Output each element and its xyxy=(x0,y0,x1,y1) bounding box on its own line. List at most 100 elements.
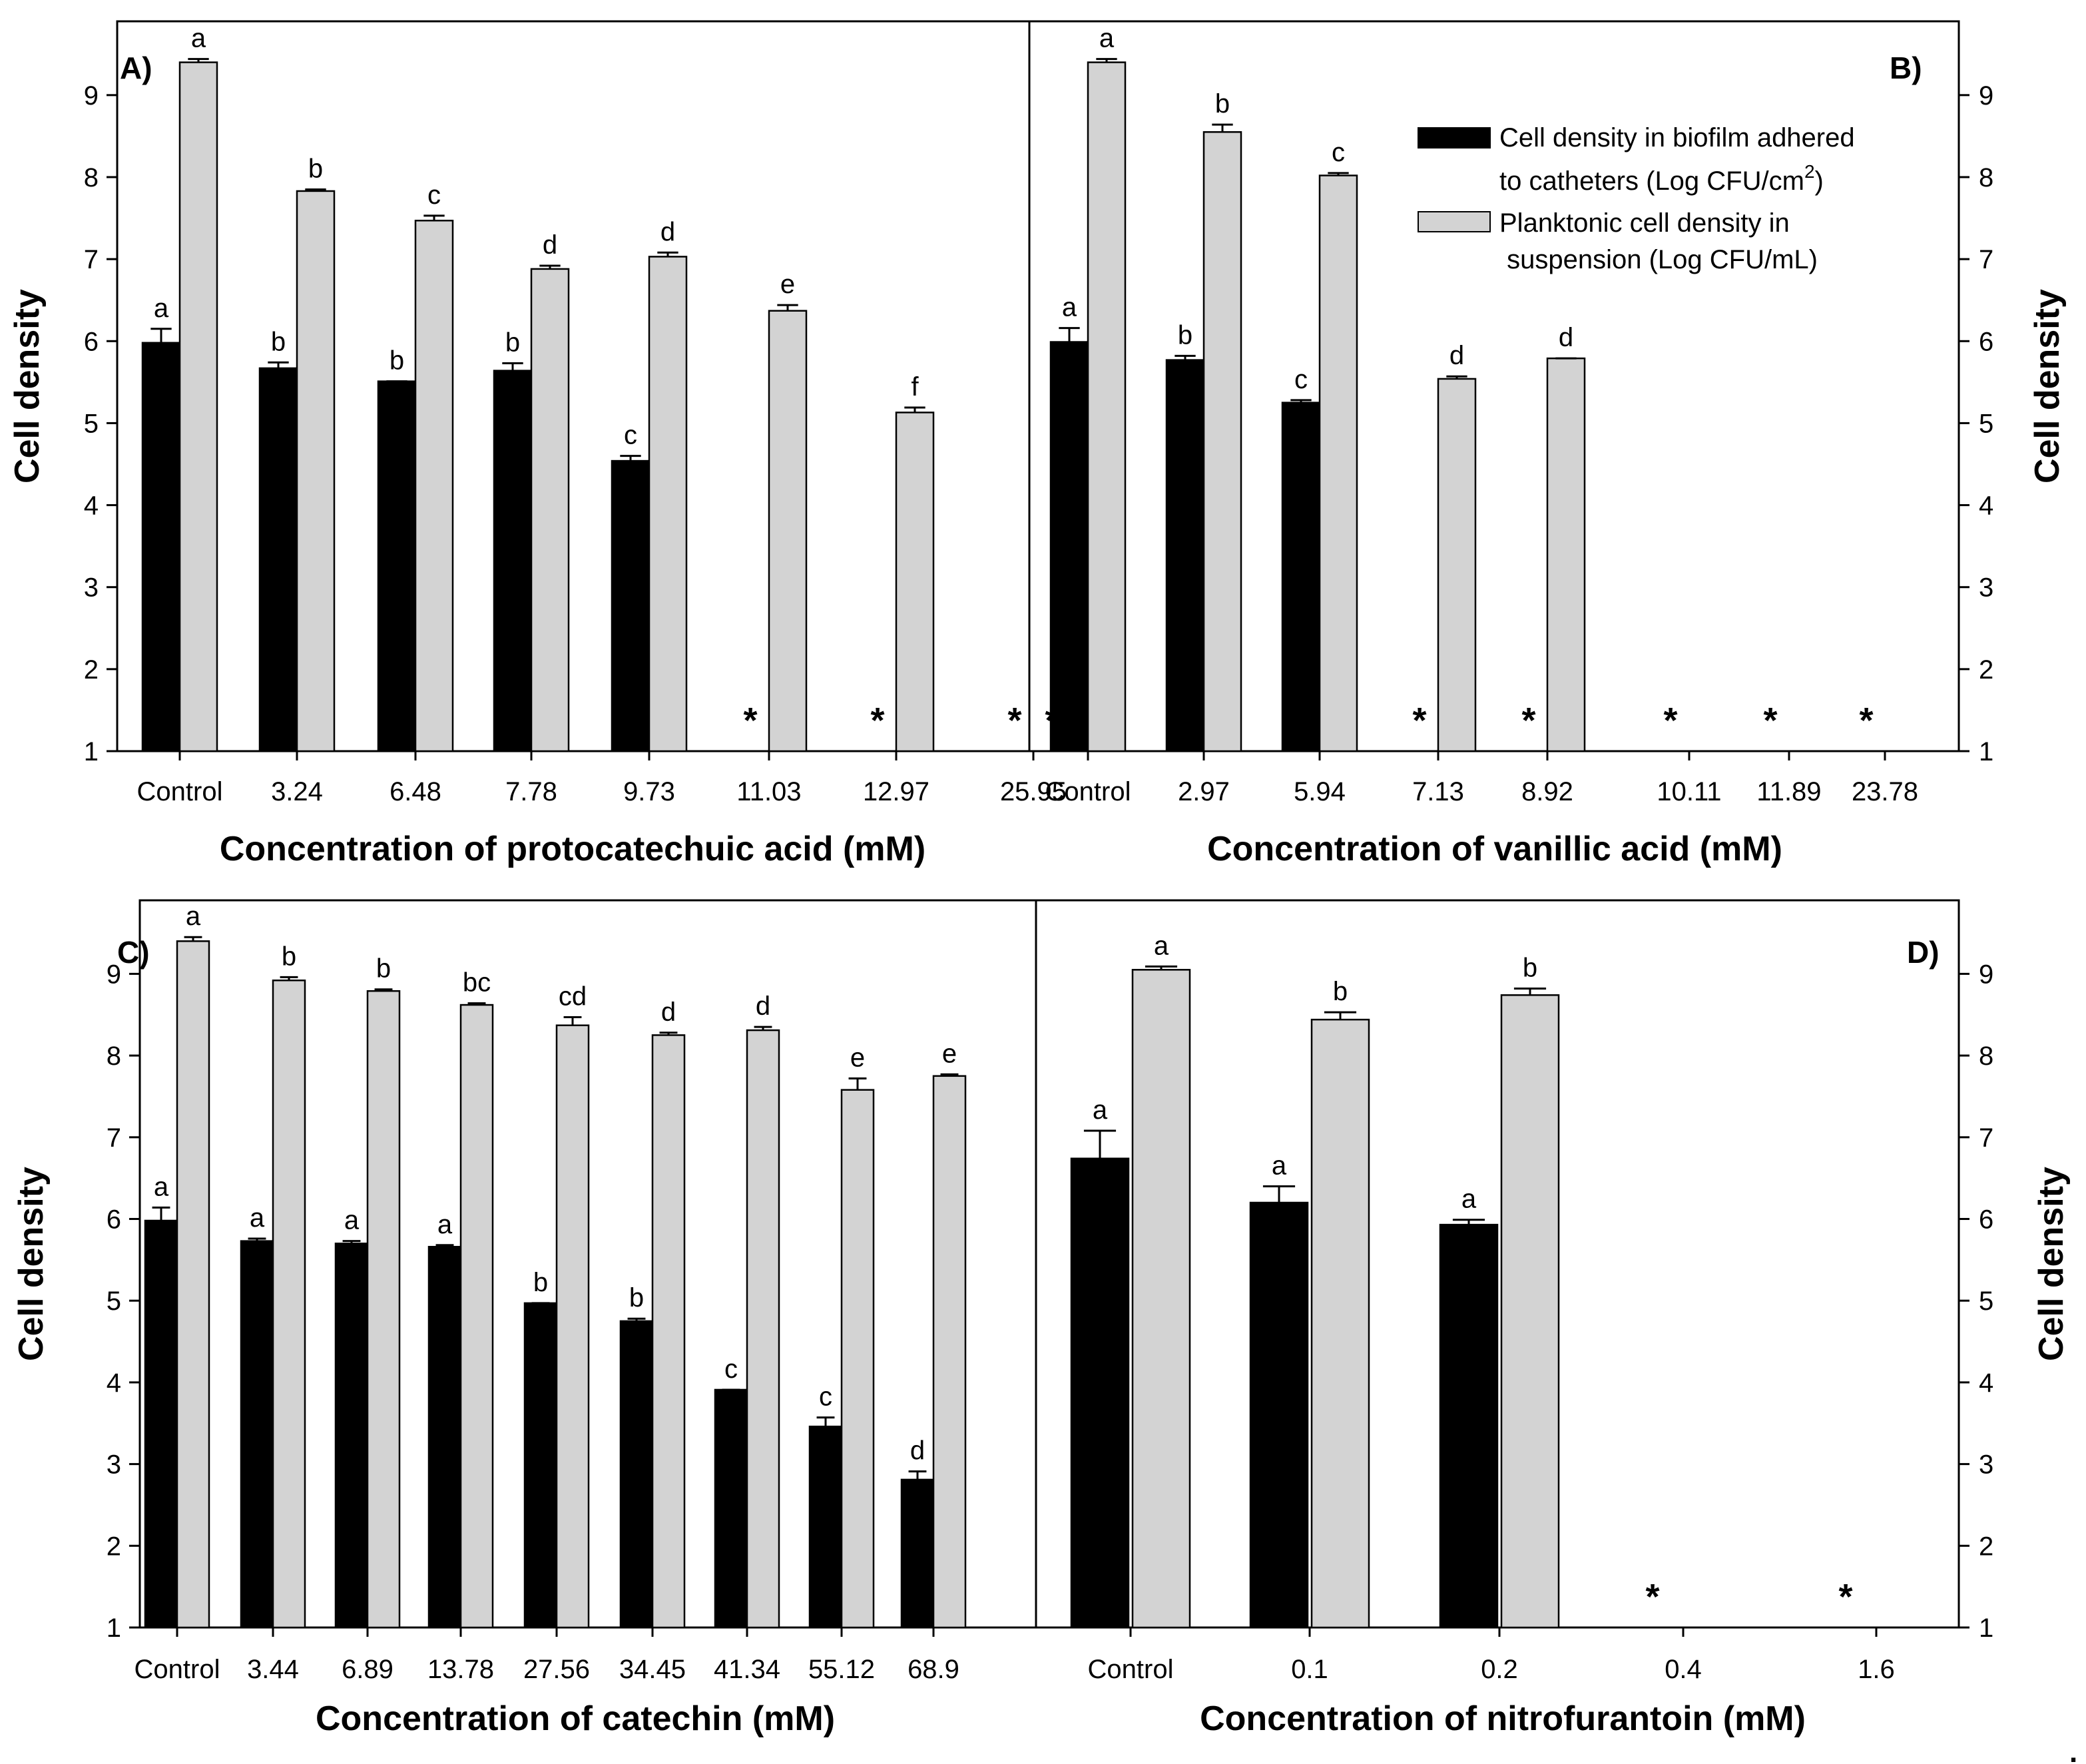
significance-letter: b xyxy=(1523,954,1537,983)
significance-letter: a xyxy=(1461,1185,1477,1214)
y-tick-label: 2 xyxy=(1979,1532,1993,1561)
y-tick-label: 1 xyxy=(84,737,99,766)
significance-letter: b xyxy=(1215,89,1230,119)
bar-biofilm xyxy=(1249,1201,1309,1629)
bar-planktonic xyxy=(1437,378,1477,752)
plot-frame xyxy=(1028,20,1960,752)
no-growth-star: * xyxy=(1838,1577,1852,1617)
bar-planktonic xyxy=(895,412,935,752)
bar-biofilm xyxy=(493,370,533,752)
bar-biofilm xyxy=(1049,341,1089,752)
significance-letter: c xyxy=(1294,365,1308,394)
bar-biofilm xyxy=(334,1243,369,1629)
significance-letter: d xyxy=(1559,323,1573,352)
legend-planktonic-line1: Planktonic cell density in xyxy=(1499,208,1790,238)
trailing-mark: . xyxy=(2069,1736,2077,1764)
significance-letter: a xyxy=(154,1172,169,1201)
y-tick-label: 1 xyxy=(1979,1614,1993,1643)
y-axis-title: Cell density xyxy=(2028,289,2067,483)
y-axis-title: Cell density xyxy=(2032,1167,2071,1361)
bar-biofilm xyxy=(619,1320,654,1629)
bar-biofilm xyxy=(1070,1157,1130,1629)
no-growth-star: * xyxy=(1521,701,1535,740)
significance-letter: e xyxy=(942,1039,957,1068)
significance-letter: a xyxy=(1099,24,1115,53)
bar-biofilm xyxy=(611,459,651,752)
y-tick-label: 7 xyxy=(84,245,99,274)
x-category-label: 9.73 xyxy=(623,777,675,806)
bar-planktonic xyxy=(746,1029,780,1629)
bar-planktonic xyxy=(651,1034,686,1629)
y-tick-label: 4 xyxy=(107,1368,121,1398)
x-category-label: 10.11 xyxy=(1657,777,1721,806)
bar-planktonic xyxy=(176,940,210,1629)
legend-biofilm-line2-suffix: ) xyxy=(1815,166,1824,196)
no-growth-star: * xyxy=(1763,701,1777,740)
y-tick-label: 8 xyxy=(1979,1041,1993,1071)
y-tick-label: 8 xyxy=(84,163,99,192)
significance-letter: bc xyxy=(463,968,491,998)
y-tick-label: 9 xyxy=(1979,960,1993,989)
bar-planktonic xyxy=(459,1004,494,1629)
significance-letter: b xyxy=(533,1268,548,1297)
x-category-label: 6.48 xyxy=(390,777,441,806)
y-tick-label: 6 xyxy=(1979,1205,1993,1235)
x-category-label: 3.24 xyxy=(271,777,323,806)
significance-letter: d xyxy=(756,992,770,1021)
significance-letter: d xyxy=(1449,341,1464,370)
x-axis-title: Concentration of catechin (mM) xyxy=(316,1699,835,1738)
bar-planktonic xyxy=(1318,174,1358,752)
panel-label: C) xyxy=(117,935,150,970)
y-tick-label: 2 xyxy=(84,655,99,685)
y-tick-label: 3 xyxy=(1979,1450,1993,1480)
x-category-label: 68.9 xyxy=(908,1655,959,1684)
legend-biofilm-line2: to catheters (Log CFU/cm2) xyxy=(1499,161,1824,196)
bar-biofilm xyxy=(808,1425,843,1629)
significance-letter: c xyxy=(427,180,441,210)
bar-planktonic xyxy=(1310,1018,1370,1629)
x-category-label: 2.97 xyxy=(1178,777,1230,806)
y-tick-label: 2 xyxy=(107,1532,121,1561)
bar-planktonic xyxy=(1202,131,1242,752)
significance-letter: b xyxy=(1333,977,1348,1006)
bar-biofilm xyxy=(714,1388,748,1629)
y-tick-label: 1 xyxy=(1979,737,1993,766)
significance-letter: d xyxy=(660,217,675,246)
significance-letter: a xyxy=(250,1203,265,1233)
chart-panel-1: 1 2 3 4 5 6 7 8 9 Control 3.24 6.48 7.78 9.73 11.03 12.… xyxy=(8,20,1067,868)
y-tick-label: 6 xyxy=(107,1205,121,1235)
significance-letter: b xyxy=(271,327,286,356)
chart-panel-4: 1 2 3 4 5 6 7 8 9 Control 0.1 0.2 0.4 1.6 a a a * * a b b D) Co… xyxy=(1035,899,2071,1738)
x-category-label: Control xyxy=(134,1655,220,1684)
y-tick-label: 6 xyxy=(84,327,99,356)
y-tick-label: 8 xyxy=(1979,163,1993,192)
bar-biofilm xyxy=(240,1240,274,1629)
x-category-label: Control xyxy=(1045,777,1131,806)
significance-letter: a xyxy=(186,902,201,931)
significance-letter: c xyxy=(1332,138,1345,167)
significance-letter: c xyxy=(724,1354,738,1384)
y-tick-label: 4 xyxy=(1979,1368,1993,1398)
plot-frame xyxy=(116,20,1031,752)
legend: Cell density in biofilm adhered to cathe… xyxy=(1418,123,1855,274)
significance-letter: a xyxy=(1272,1151,1287,1180)
y-tick-label: 2 xyxy=(1979,655,1993,685)
x-category-label: 12.97 xyxy=(863,777,929,806)
bar-biofilm xyxy=(377,380,417,752)
bar-planktonic xyxy=(1131,969,1191,1629)
bar-biofilm xyxy=(1439,1223,1499,1629)
bar-biofilm xyxy=(523,1302,558,1629)
legend-biofilm-line2-prefix: to catheters (Log CFU/cm xyxy=(1499,166,1804,196)
x-category-label: 6.89 xyxy=(342,1655,393,1684)
no-growth-star: * xyxy=(1645,1577,1659,1617)
no-growth-star: * xyxy=(743,701,757,740)
bar-biofilm xyxy=(141,342,181,752)
significance-letter: b xyxy=(390,346,404,376)
bar-planktonic xyxy=(1546,357,1586,752)
x-category-label: 11.03 xyxy=(736,777,801,806)
no-growth-star: * xyxy=(1859,701,1873,740)
bar-planktonic xyxy=(768,310,808,752)
panel-label: B) xyxy=(1890,51,1922,85)
bar-planktonic xyxy=(1500,994,1560,1629)
